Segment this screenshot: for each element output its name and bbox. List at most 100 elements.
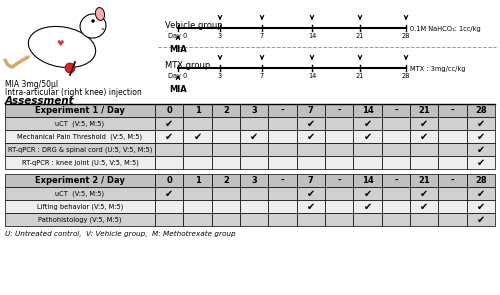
Text: 14: 14 [308, 33, 316, 39]
Bar [325, 130, 354, 143]
Text: 3: 3 [218, 33, 222, 39]
Text: uCT  (V:5, M:5): uCT (V:5, M:5) [56, 190, 104, 197]
Text: Mechanical Pain Threshold  (V:5, M:5): Mechanical Pain Threshold (V:5, M:5) [18, 133, 142, 140]
Bar [184, 130, 212, 143]
Text: -: - [280, 176, 284, 185]
Text: ✔: ✔ [420, 189, 428, 199]
Text: 2: 2 [223, 176, 229, 185]
Bar [240, 200, 268, 213]
Text: ✔: ✔ [307, 132, 315, 142]
Text: -: - [338, 106, 341, 115]
Bar [240, 156, 268, 169]
Bar [296, 156, 325, 169]
Bar [466, 143, 495, 156]
Bar [325, 200, 354, 213]
Text: ✔: ✔ [477, 158, 485, 168]
Bar [240, 187, 268, 200]
Bar [466, 117, 495, 130]
Text: Intra-articular (right knee) injection: Intra-articular (right knee) injection [5, 88, 142, 97]
Bar [410, 187, 438, 200]
Bar [354, 143, 382, 156]
Text: 21: 21 [356, 33, 364, 39]
Bar [466, 104, 495, 117]
Bar [155, 143, 184, 156]
Bar [184, 156, 212, 169]
Bar [382, 200, 410, 213]
Text: 28: 28 [475, 106, 486, 115]
Bar [438, 213, 466, 226]
Text: U: Untreated control,  V: Vehicle group,  M: Methotrexate group: U: Untreated control, V: Vehicle group, … [5, 231, 235, 237]
Text: ✔: ✔ [420, 132, 428, 142]
Bar [184, 143, 212, 156]
Bar [268, 143, 296, 156]
Bar [410, 143, 438, 156]
Bar [410, 130, 438, 143]
Bar [5, 213, 155, 226]
Text: -: - [280, 106, 284, 115]
Bar [212, 213, 240, 226]
Text: ✔: ✔ [364, 189, 372, 199]
Text: -: - [394, 106, 398, 115]
Bar [5, 117, 155, 130]
Text: 21: 21 [418, 106, 430, 115]
Text: Day 0: Day 0 [168, 33, 188, 39]
Text: 7: 7 [260, 33, 264, 39]
Bar [5, 130, 155, 143]
Text: ✔: ✔ [477, 119, 485, 129]
Bar [325, 156, 354, 169]
Bar [296, 187, 325, 200]
Bar [268, 213, 296, 226]
Text: -: - [450, 106, 454, 115]
Text: 3: 3 [252, 106, 257, 115]
Bar [240, 213, 268, 226]
Text: Vehicle group: Vehicle group [165, 21, 222, 30]
Text: 0: 0 [166, 176, 172, 185]
Bar [155, 200, 184, 213]
Text: uCT  (V:5, M:5): uCT (V:5, M:5) [56, 120, 104, 127]
Bar [5, 200, 155, 213]
Bar [438, 174, 466, 187]
Bar [466, 213, 495, 226]
Bar [296, 143, 325, 156]
Bar [184, 104, 212, 117]
Text: ✔: ✔ [420, 119, 428, 129]
Bar [325, 117, 354, 130]
Ellipse shape [96, 8, 104, 20]
Bar [382, 156, 410, 169]
Text: Lifting behavior (V:5, M:5): Lifting behavior (V:5, M:5) [37, 203, 123, 210]
Bar [382, 143, 410, 156]
Text: 0.1M NaHCO₃: 1cc/kg: 0.1M NaHCO₃: 1cc/kg [410, 26, 481, 32]
Bar [382, 104, 410, 117]
Text: ♥: ♥ [56, 39, 64, 47]
Circle shape [102, 28, 104, 30]
Text: RT-qPCR : DRG & spinal cord (U:5, V:5, M:5): RT-qPCR : DRG & spinal cord (U:5, V:5, M… [8, 146, 152, 153]
Text: ✔: ✔ [364, 119, 372, 129]
Bar [296, 174, 325, 187]
Text: ✔: ✔ [194, 132, 202, 142]
Text: 3: 3 [218, 73, 222, 79]
Bar [325, 104, 354, 117]
Bar [240, 130, 268, 143]
Bar [184, 174, 212, 187]
Bar [155, 130, 184, 143]
Text: Assessment: Assessment [5, 96, 74, 106]
Text: MTX : 3mg/cc/kg: MTX : 3mg/cc/kg [410, 66, 466, 72]
Bar [410, 200, 438, 213]
Bar [438, 156, 466, 169]
Bar [212, 117, 240, 130]
Text: ✔: ✔ [307, 201, 315, 212]
Text: 1: 1 [194, 176, 200, 185]
Bar [354, 117, 382, 130]
Text: 7: 7 [260, 73, 264, 79]
Bar [438, 187, 466, 200]
Text: ✔: ✔ [364, 132, 372, 142]
Bar [325, 174, 354, 187]
Bar [354, 187, 382, 200]
Text: Day 0: Day 0 [168, 73, 188, 79]
Text: 3: 3 [252, 176, 257, 185]
Bar [296, 200, 325, 213]
Bar [438, 130, 466, 143]
Text: 28: 28 [402, 73, 410, 79]
Bar [466, 187, 495, 200]
Bar [410, 104, 438, 117]
